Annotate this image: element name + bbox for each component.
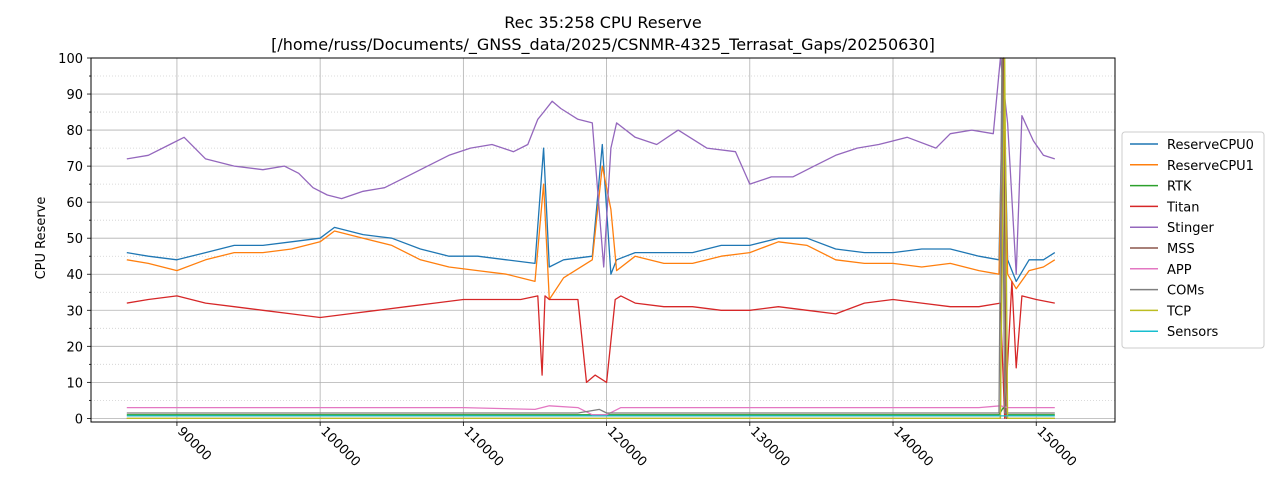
legend-label-sensors: Sensors <box>1167 325 1219 340</box>
y-tick-label: 90 <box>66 88 83 103</box>
series-lines <box>126 57 1056 420</box>
legend-label-reservecpu1: ReserveCPU1 <box>1167 159 1254 174</box>
series-line-coms <box>126 57 1055 414</box>
series-line-stinger <box>126 57 1055 275</box>
series-line-tcp <box>126 57 1055 420</box>
legend-label-titan: Titan <box>1166 200 1199 215</box>
legend-label-reservecpu0: ReserveCPU0 <box>1167 138 1254 153</box>
x-tick-label: 130000 <box>747 424 793 470</box>
chart-title-line2: [/home/russ/Documents/_GNSS_data/2025/CS… <box>271 35 935 55</box>
legend-label-rtk: RTK <box>1167 180 1192 195</box>
series-line-reservecpu1 <box>126 57 1056 301</box>
y-tick-label: 70 <box>66 160 83 175</box>
plot-frame <box>90 57 1116 423</box>
x-tick-label: 120000 <box>604 424 650 470</box>
legend-label-coms: COMs <box>1167 284 1205 299</box>
legend: ReserveCPU0 ReserveCPU1 RTK Titan Stinger MSS… <box>1121 131 1265 349</box>
y-tick-label: 30 <box>66 304 83 319</box>
y-tick-label: 40 <box>66 268 83 283</box>
chart-title-line1: Rec 35:258 CPU Reserve <box>504 13 701 32</box>
y-tick-label: 80 <box>66 124 83 139</box>
series-line-app <box>126 405 1055 416</box>
legend-label-tcp: TCP <box>1166 304 1191 319</box>
series-line-titan <box>126 280 1055 420</box>
y-axis-label: CPU Reserve <box>34 197 49 280</box>
y-tick-label: 0 <box>75 412 83 427</box>
grid <box>91 57 1115 422</box>
x-tick-label: 100000 <box>317 424 363 470</box>
legend-label-app: APP <box>1167 263 1192 278</box>
series-line-reservecpu0 <box>126 57 1056 283</box>
y-tick-label: 100 <box>58 52 83 67</box>
x-tick-label: 110000 <box>461 424 507 470</box>
y-tick-label: 10 <box>66 376 83 391</box>
y-tick-label: 20 <box>66 340 83 355</box>
x-tick-label: 140000 <box>890 424 936 470</box>
y-tick-label: 60 <box>66 196 83 211</box>
y-tick-label: 50 <box>66 232 83 247</box>
x-tick-label: 150000 <box>1033 424 1079 470</box>
legend-label-stinger: Stinger <box>1167 221 1214 236</box>
x-tick-label: 90000 <box>174 424 214 464</box>
legend-label-mss: MSS <box>1167 242 1195 257</box>
